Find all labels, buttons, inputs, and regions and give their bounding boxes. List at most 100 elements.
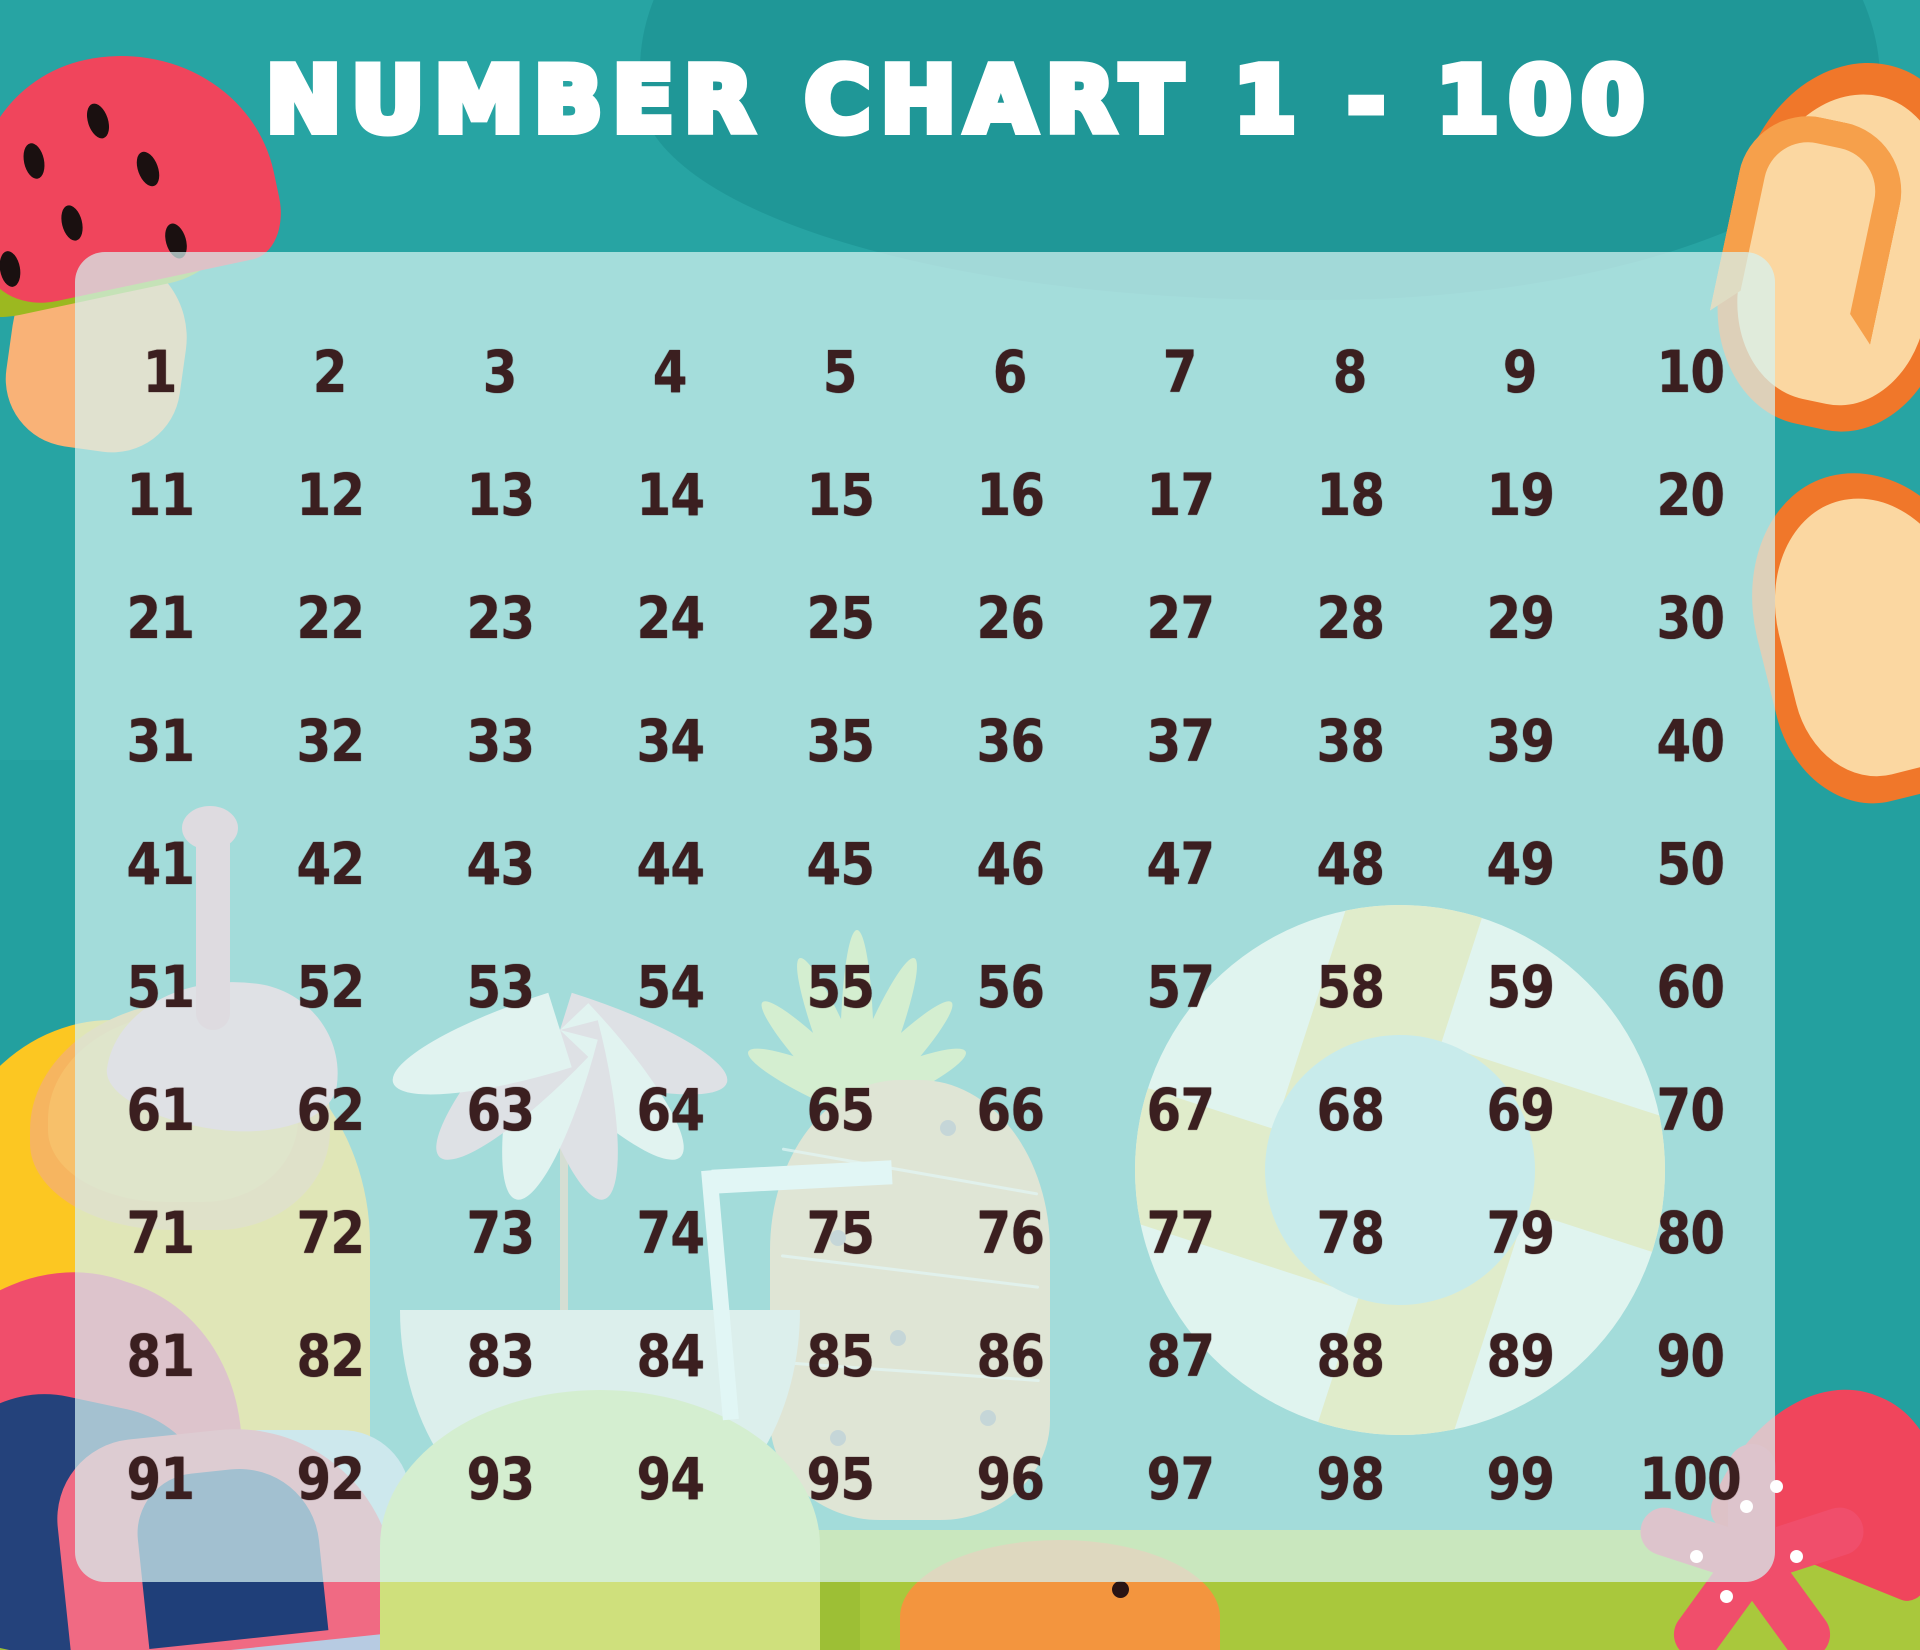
- number-cell: 7: [1163, 337, 1198, 406]
- number-cell: 77: [1146, 1198, 1215, 1267]
- number-cell: 85: [806, 1321, 875, 1390]
- number-cell: 54: [636, 952, 705, 1021]
- number-cell: 43: [466, 829, 535, 898]
- number-cell: 53: [466, 952, 535, 1021]
- number-cell: 16: [976, 460, 1045, 529]
- number-cell: 89: [1486, 1321, 1555, 1390]
- starfish-dot: [1790, 1550, 1803, 1563]
- number-cell: 31: [126, 706, 195, 775]
- number-cell: 100: [1639, 1444, 1741, 1513]
- number-cell: 90: [1656, 1321, 1725, 1390]
- number-cell: 17: [1146, 460, 1215, 529]
- number-cell: 82: [296, 1321, 365, 1390]
- number-cell: 94: [636, 1444, 705, 1513]
- number-cell: 20: [1656, 460, 1725, 529]
- number-cell: 8: [1333, 337, 1368, 406]
- number-cell: 66: [976, 1075, 1045, 1144]
- number-cell: 64: [636, 1075, 705, 1144]
- number-cell: 62: [296, 1075, 365, 1144]
- number-cell: 6: [993, 337, 1028, 406]
- watermelon-seed: [0, 249, 23, 289]
- number-panel: [75, 252, 1775, 1582]
- number-cell: 50: [1656, 829, 1725, 898]
- number-cell: 80: [1656, 1198, 1725, 1267]
- number-cell: 42: [296, 829, 365, 898]
- number-cell: 29: [1486, 583, 1555, 652]
- number-cell: 36: [976, 706, 1045, 775]
- number-cell: 47: [1146, 829, 1215, 898]
- number-cell: 24: [636, 583, 705, 652]
- number-cell: 51: [126, 952, 195, 1021]
- number-cell: 72: [296, 1198, 365, 1267]
- number-cell: 12: [296, 460, 365, 529]
- number-cell: 96: [976, 1444, 1045, 1513]
- number-cell: 61: [126, 1075, 195, 1144]
- number-cell: 97: [1146, 1444, 1215, 1513]
- number-cell: 10: [1656, 337, 1725, 406]
- number-cell: 57: [1146, 952, 1215, 1021]
- number-cell: 99: [1486, 1444, 1555, 1513]
- number-cell: 35: [806, 706, 875, 775]
- starfish-dot: [1690, 1550, 1703, 1563]
- number-cell: 60: [1656, 952, 1725, 1021]
- number-cell: 5: [823, 337, 858, 406]
- starfish-dot: [1720, 1590, 1733, 1603]
- number-cell: 63: [466, 1075, 535, 1144]
- number-cell: 33: [466, 706, 535, 775]
- number-cell: 19: [1486, 460, 1555, 529]
- number-cell: 14: [636, 460, 705, 529]
- number-cell: 65: [806, 1075, 875, 1144]
- page-title: NUMBER CHART 1 - 100: [262, 48, 1655, 153]
- number-cell: 74: [636, 1198, 705, 1267]
- number-cell: 75: [806, 1198, 875, 1267]
- number-cell: 44: [636, 829, 705, 898]
- number-cell: 55: [806, 952, 875, 1021]
- starfish-dot: [1740, 1500, 1753, 1513]
- number-cell: 88: [1316, 1321, 1385, 1390]
- number-cell: 98: [1316, 1444, 1385, 1513]
- number-cell: 68: [1316, 1075, 1385, 1144]
- number-cell: 91: [126, 1444, 195, 1513]
- number-cell: 15: [806, 460, 875, 529]
- number-cell: 9: [1503, 337, 1538, 406]
- number-cell: 56: [976, 952, 1045, 1021]
- number-cell: 13: [466, 460, 535, 529]
- number-cell: 78: [1316, 1198, 1385, 1267]
- number-cell: 39: [1486, 706, 1555, 775]
- number-cell: 58: [1316, 952, 1385, 1021]
- number-cell: 69: [1486, 1075, 1555, 1144]
- number-cell: 34: [636, 706, 705, 775]
- number-cell: 41: [126, 829, 195, 898]
- number-cell: 52: [296, 952, 365, 1021]
- number-cell: 22: [296, 583, 365, 652]
- number-cell: 32: [296, 706, 365, 775]
- number-cell: 28: [1316, 583, 1385, 652]
- number-cell: 23: [466, 583, 535, 652]
- number-cell: 26: [976, 583, 1045, 652]
- number-cell: 18: [1316, 460, 1385, 529]
- number-cell: 67: [1146, 1075, 1215, 1144]
- number-cell: 21: [126, 583, 195, 652]
- number-cell: 45: [806, 829, 875, 898]
- number-cell: 70: [1656, 1075, 1725, 1144]
- number-cell: 2: [313, 337, 348, 406]
- number-cell: 49: [1486, 829, 1555, 898]
- number-cell: 73: [466, 1198, 535, 1267]
- number-cell: 71: [126, 1198, 195, 1267]
- number-cell: 11: [126, 460, 195, 529]
- number-cell: 46: [976, 829, 1045, 898]
- number-cell: 25: [806, 583, 875, 652]
- number-cell: 92: [296, 1444, 365, 1513]
- number-cell: 40: [1656, 706, 1725, 775]
- number-cell: 4: [653, 337, 688, 406]
- number-cell: 48: [1316, 829, 1385, 898]
- number-cell: 81: [126, 1321, 195, 1390]
- number-cell: 27: [1146, 583, 1215, 652]
- starfish-dot: [1770, 1480, 1783, 1493]
- number-cell: 87: [1146, 1321, 1215, 1390]
- number-cell: 95: [806, 1444, 875, 1513]
- number-cell: 37: [1146, 706, 1215, 775]
- number-cell: 30: [1656, 583, 1725, 652]
- number-cell: 38: [1316, 706, 1385, 775]
